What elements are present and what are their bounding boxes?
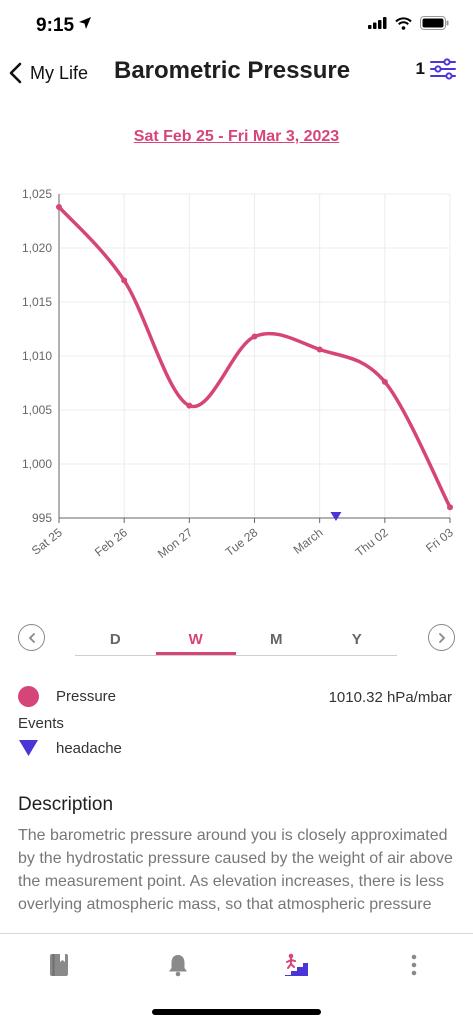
pressure-dot-icon [18,686,39,707]
data-point [56,203,62,210]
climbing-stairs-icon [285,953,308,976]
legend-pressure: Pressure [18,686,116,707]
chevron-left-icon [9,62,22,84]
previous-period-button[interactable] [18,624,45,651]
legend-event-label: headache [56,739,122,757]
sliders-icon [430,58,456,80]
event-marker-headache [330,512,342,521]
x-tick-label: Mon 27 [155,525,195,561]
bottom-nav [0,933,473,1024]
x-tick-label: March [291,525,326,557]
date-range-link[interactable]: Sat Feb 25 - Fri Mar 3, 2023 [133,128,340,145]
x-tick-label: Tue 28 [223,525,261,559]
status-indicators [368,16,449,30]
description-body: The barometric pressure around you is cl… [18,827,453,913]
y-tick-label: 1,015 [22,295,52,309]
chevron-left-icon [28,632,35,643]
y-tick-label: 1,005 [22,403,52,417]
status-bar: 9:15 [0,0,473,50]
back-label: My Life [30,62,89,83]
x-tick-label: Thu 02 [353,525,391,559]
legend-pressure-label: Pressure [56,688,117,705]
tab-year[interactable]: Y [351,631,362,648]
x-tick-label: Fri 03 [423,525,456,555]
down-triangle-icon [19,740,38,756]
next-period-button[interactable] [428,624,455,651]
y-tick-label: 1,000 [22,457,52,471]
y-tick-label: 1,025 [22,187,52,201]
y-tick-label: 995 [32,511,52,525]
y-tick-label: 1,010 [22,349,52,363]
data-point [186,402,193,409]
battery-icon [420,16,449,30]
nav-journal[interactable] [44,950,74,980]
bell-icon [169,955,187,977]
tab-month[interactable]: M [270,631,283,648]
journal-icon [50,954,68,976]
data-point [121,277,128,284]
nav-notifications[interactable] [163,950,193,980]
legend-pressure-value: 1010.32 hPa/mbar [328,689,452,706]
legend-event: headache [18,739,122,757]
data-point [251,333,258,340]
tab-day[interactable]: D [109,631,121,648]
signal-icon [368,17,387,29]
data-point [447,504,453,511]
events-heading: Events [18,715,64,732]
x-tick-label: Sat 25 [29,525,65,558]
home-indicator [152,1009,321,1015]
data-point [381,378,388,385]
y-tick-label: 1,020 [22,241,52,255]
wifi-icon [395,16,412,30]
nav-progress[interactable] [281,950,311,980]
period-tabs: D W M Y [75,624,397,656]
location-arrow-icon [79,17,91,29]
page-title: Barometric Pressure [114,57,351,84]
chevron-right-icon [438,632,445,643]
more-vertical-icon [411,954,417,976]
data-point [316,346,323,353]
nav-more[interactable] [399,950,429,980]
x-tick-label: Feb 26 [92,525,130,559]
status-time: 9:15 [36,15,75,36]
filter-count: 1 [415,59,425,78]
filter-button[interactable]: 1 [416,58,457,80]
description-title: Description [18,794,114,815]
back-button[interactable]: My Life [8,58,88,88]
tab-week[interactable]: W [155,624,236,655]
